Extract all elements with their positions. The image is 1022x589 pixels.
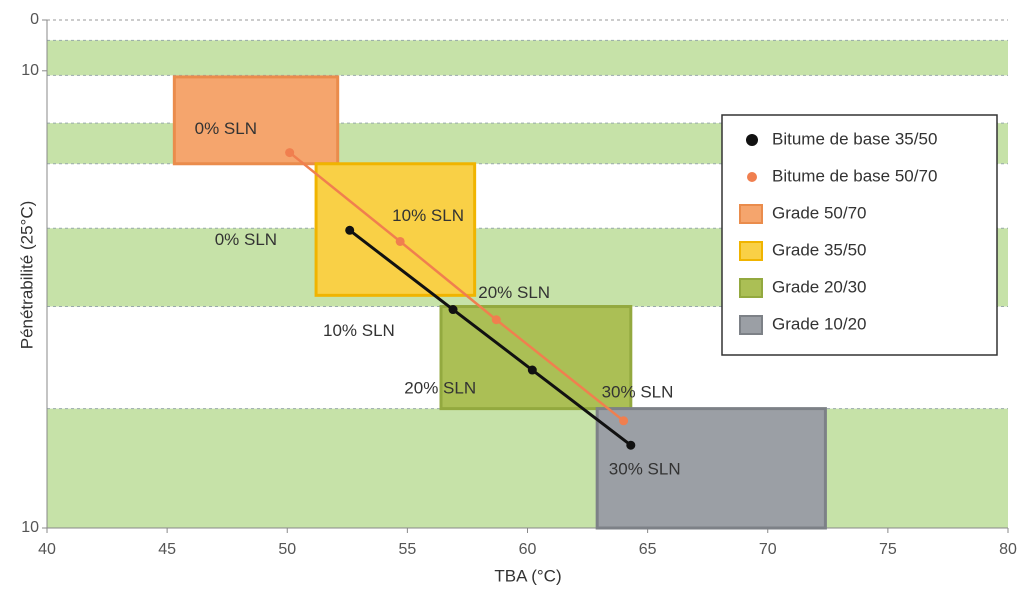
y-tick-label: 0 (30, 11, 39, 28)
point (285, 148, 295, 158)
series-line (288, 151, 625, 422)
legend-label: Grade 20/30 (772, 277, 867, 296)
legend-swatch (739, 278, 763, 298)
band (47, 408, 1008, 528)
x-tick-label: 60 (519, 541, 537, 558)
band (47, 40, 1008, 76)
point-label: 10% SLN (323, 321, 395, 340)
point-label: 30% SLN (602, 382, 674, 401)
x-tick-label: 80 (999, 541, 1017, 558)
point-label: 10% SLN (392, 206, 464, 225)
point-label: 0% SLN (215, 230, 277, 249)
point-label: 0% SLN (195, 119, 257, 138)
legend-swatch (739, 241, 763, 261)
series-line (348, 229, 632, 447)
grade-box (595, 407, 827, 530)
legend: Bitume de base 35/50 Bitume de base 50/70… (721, 114, 998, 356)
y-axis-label: Pénétrabilité (25°C) (17, 201, 36, 350)
grade-box (172, 75, 340, 166)
legend-box (721, 114, 998, 356)
legend-label: Grade 35/50 (772, 240, 867, 259)
legend-label: Bitume de base 35/50 (772, 129, 937, 148)
legend-marker (746, 134, 758, 146)
legend-label: Grade 10/20 (772, 314, 867, 333)
x-axis-label: TBA (°C) (494, 566, 561, 585)
point (345, 225, 355, 235)
x-tick-label: 55 (398, 541, 416, 558)
x-tick-label: 45 (158, 541, 176, 558)
x-tick-label: 70 (759, 541, 777, 558)
legend-swatch (739, 204, 763, 224)
x-tick-label: 75 (879, 541, 897, 558)
point (448, 305, 458, 315)
point-label: 20% SLN (478, 283, 550, 302)
point (626, 440, 636, 450)
point (491, 315, 501, 325)
legend-label: Grade 50/70 (772, 203, 867, 222)
legend-marker (747, 172, 757, 182)
grade-box (314, 162, 477, 297)
x-tick-label: 65 (639, 541, 657, 558)
point-label: 20% SLN (404, 378, 476, 397)
point-label: 30% SLN (609, 460, 681, 479)
point (527, 365, 537, 375)
legend-label: Bitume de base 50/70 (772, 166, 937, 185)
legend-swatch (739, 315, 763, 335)
point (395, 236, 405, 246)
y-tick-label: 10 (21, 519, 39, 536)
y-tick-label: 10 (21, 62, 39, 79)
point (619, 416, 629, 426)
x-tick-label: 50 (278, 541, 296, 558)
x-tick-label: 40 (38, 541, 56, 558)
